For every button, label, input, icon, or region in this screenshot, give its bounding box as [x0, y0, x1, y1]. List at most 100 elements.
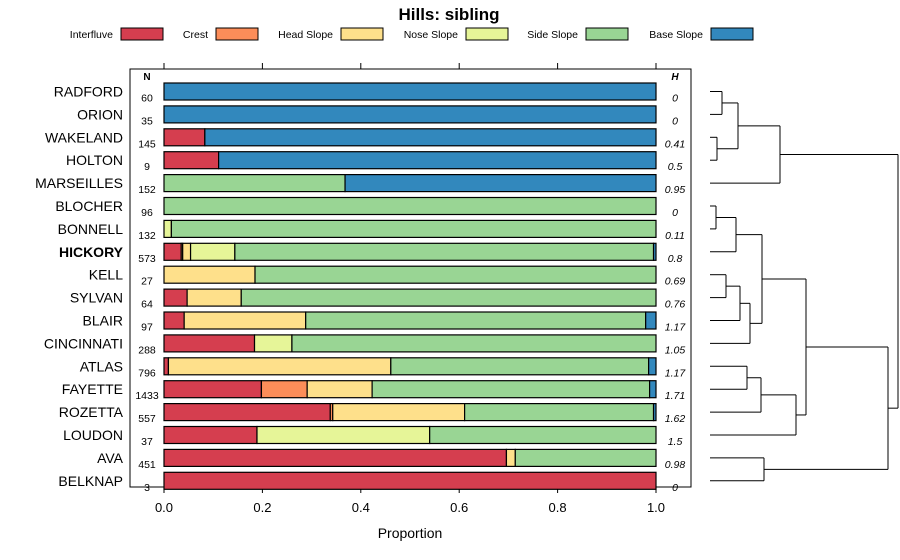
h-value: 0.76	[665, 299, 686, 311]
bar-row-orion: ORION 35 0	[77, 105, 678, 127]
category-label: AVA	[97, 450, 124, 466]
bar-segment-crest	[260, 380, 308, 399]
category-label: ORION	[77, 106, 123, 122]
n-value: 557	[138, 413, 156, 425]
bar-row-belknap: BELKNAP 3 0	[58, 471, 678, 494]
category-label: CINCINNATI	[44, 335, 123, 351]
bar-segment-side-slope	[305, 311, 647, 330]
bar-row-loudon: LOUDON 37 1.5	[63, 425, 683, 448]
n-value: 288	[138, 344, 156, 356]
bar-row-blocher: BLOCHER 96 0	[55, 196, 678, 219]
n-value: 145	[138, 138, 156, 150]
chart-title: Hills: sibling	[398, 5, 499, 24]
bar-row-marseilles: MARSEILLES 152 0.95	[35, 174, 685, 196]
bar-segment-interfluve	[163, 128, 206, 147]
x-tick-label: 0.0	[155, 500, 173, 515]
category-label: HOLTON	[66, 152, 123, 168]
bar-segment-interfluve	[163, 151, 220, 170]
bar-segment-base-slope	[648, 357, 657, 376]
bar-row-sylvan: SYLVAN 64 0.76	[70, 288, 686, 311]
bar-row-blair: BLAIR 97 1.17	[83, 311, 687, 334]
h-value: 1.5	[668, 436, 683, 448]
bar-segment-base-slope	[163, 82, 657, 101]
category-label: BONNELL	[58, 221, 124, 237]
bar-segment-base-slope	[652, 242, 657, 261]
bar-segment-side-slope	[514, 448, 657, 467]
h-value: 0	[672, 482, 678, 494]
legend-label-base-slope: Base Slope	[649, 29, 703, 41]
bar-segment-nose-slope	[163, 219, 172, 238]
h-value: 0.11	[665, 230, 685, 242]
category-label: MARSEILLES	[35, 175, 123, 191]
bar-segment-head-slope	[183, 311, 307, 330]
bar-segment-interfluve	[163, 357, 170, 376]
category-label: FAYETTE	[62, 381, 123, 397]
n-value: 96	[141, 207, 153, 219]
bar-segment-side-slope	[163, 196, 657, 216]
bar-segment-head-slope	[167, 357, 392, 376]
bar-segment-interfluve	[163, 288, 188, 307]
x-tick-label: 0.2	[253, 500, 271, 515]
legend-label-head-slope: Head Slope	[278, 29, 333, 41]
bar-segment-nose-slope	[189, 242, 236, 261]
bar-row-ava: AVA 451 0.98	[97, 448, 686, 471]
n-value: 132	[138, 230, 156, 242]
n-value: 3	[144, 482, 150, 494]
category-label: BELKNAP	[58, 473, 123, 489]
h-value: 0.98	[665, 459, 686, 471]
bar-row-kell: KELL 27 0.69	[89, 265, 685, 288]
bar-segment-nose-slope	[253, 334, 293, 353]
bar-segment-interfluve	[163, 471, 657, 490]
bar-row-rozetta: ROZETTA 557 1.62	[59, 403, 686, 425]
n-value: 64	[141, 299, 153, 311]
bar-segment-head-slope	[182, 242, 192, 261]
bar-segment-interfluve	[163, 334, 256, 353]
bar-segment-head-slope	[163, 265, 256, 284]
bar-segment-base-slope	[344, 174, 657, 193]
bar-row-radford: RADFORD 60 0	[54, 82, 678, 105]
legend-label-interfluve: Interfluve	[70, 29, 113, 41]
bar-segment-head-slope	[186, 288, 242, 307]
bar-segment-side-slope	[464, 403, 655, 422]
x-tick-label: 0.6	[450, 500, 468, 515]
bar-row-fayette: FAYETTE 1433 1.71	[62, 380, 685, 402]
h-value: 1.71	[665, 390, 685, 402]
legend-swatch-base-slope	[710, 27, 754, 41]
bar-segment-interfluve	[163, 380, 263, 399]
h-value: 1.17	[665, 322, 687, 334]
bar-segment-base-slope	[204, 128, 657, 147]
bar-segment-head-slope	[332, 403, 466, 422]
x-tick-label: 1.0	[647, 500, 665, 515]
legend-swatch-interfluve	[120, 27, 164, 41]
category-label: BLOCHER	[55, 198, 123, 214]
bar-row-wakeland: WAKELAND 145 0.41	[45, 128, 685, 150]
bar-segment-nose-slope	[256, 425, 431, 445]
category-label: KELL	[89, 267, 123, 283]
n-value: 9	[144, 161, 150, 173]
bar-row-cincinnati: CINCINNATI 288 1.05	[44, 334, 686, 356]
bar-row-bonnell: BONNELL 132 0.11	[58, 219, 685, 242]
n-value: 1433	[135, 390, 159, 402]
h-value: 0.8	[668, 253, 683, 265]
legend-swatch-head-slope	[340, 27, 384, 41]
h-value: 1.62	[665, 413, 686, 425]
category-label: WAKELAND	[45, 129, 123, 145]
legend-swatch-crest	[215, 27, 259, 41]
h-value: 0	[672, 93, 678, 105]
n-value: 27	[141, 276, 153, 288]
n-value: 35	[141, 115, 153, 127]
bar-row-atlas: ATLAS 796 1.17	[80, 357, 686, 379]
h-value: 0.41	[665, 138, 685, 150]
bar-segment-interfluve	[163, 311, 185, 330]
h-value: 0	[672, 115, 678, 127]
category-label: SYLVAN	[70, 290, 123, 306]
h-value: 1.05	[665, 344, 686, 356]
legend-swatch-nose-slope	[465, 27, 509, 41]
h-value: 0	[672, 207, 678, 219]
bar-segment-base-slope	[218, 151, 657, 170]
legend-label-side-slope: Side Slope	[527, 29, 578, 41]
category-label: RADFORD	[54, 84, 123, 100]
